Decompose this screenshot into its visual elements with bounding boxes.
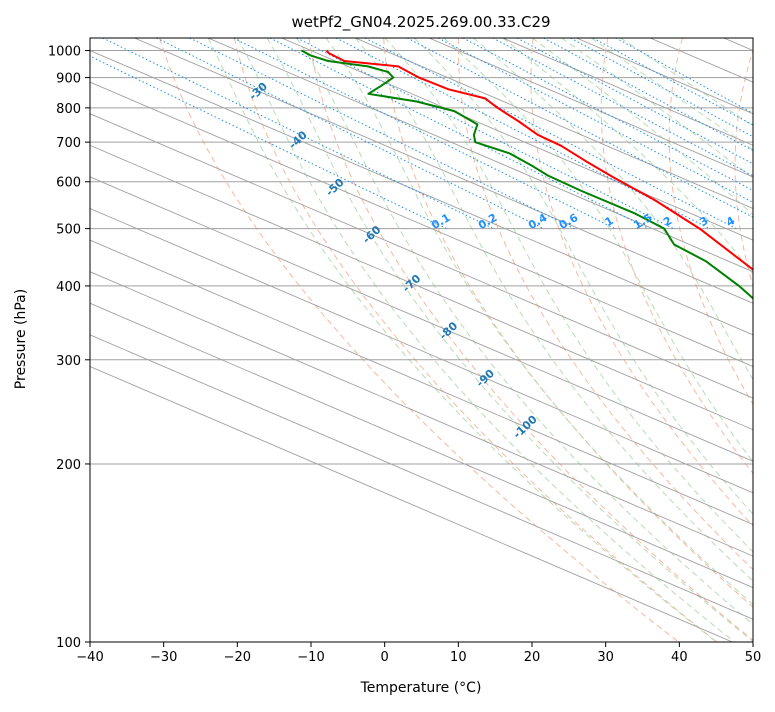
x-tick-label: 20 [524, 650, 541, 665]
y-tick-label: 200 [56, 458, 81, 473]
y-tick-label: 300 [56, 354, 81, 369]
y-tick-label: 900 [56, 72, 81, 87]
x-tick-label: 10 [450, 650, 467, 665]
chart-title: wetPf2_GN04.2025.269.00.33.C29 [291, 13, 550, 32]
x-tick-label: 0 [381, 650, 389, 665]
x-tick-label: −20 [224, 650, 251, 665]
x-tick-label: −10 [297, 650, 324, 665]
y-axis-label: Pressure (hPa) [13, 289, 29, 389]
x-axis-label: Temperature (°C) [360, 680, 482, 696]
y-tick-label: 400 [56, 280, 81, 295]
y-tick-label: 100 [56, 636, 81, 651]
x-tick-label: 30 [597, 650, 614, 665]
y-tick-label: 700 [56, 136, 81, 151]
x-tick-label: −40 [76, 650, 103, 665]
y-tick-label: 800 [56, 102, 81, 117]
y-tick-label: 600 [56, 176, 81, 191]
x-tick-label: −30 [150, 650, 177, 665]
x-tick-label: 50 [745, 650, 762, 665]
y-tick-label: 500 [56, 223, 81, 238]
x-tick-label: 40 [671, 650, 688, 665]
y-tick-label: 1000 [48, 45, 81, 60]
